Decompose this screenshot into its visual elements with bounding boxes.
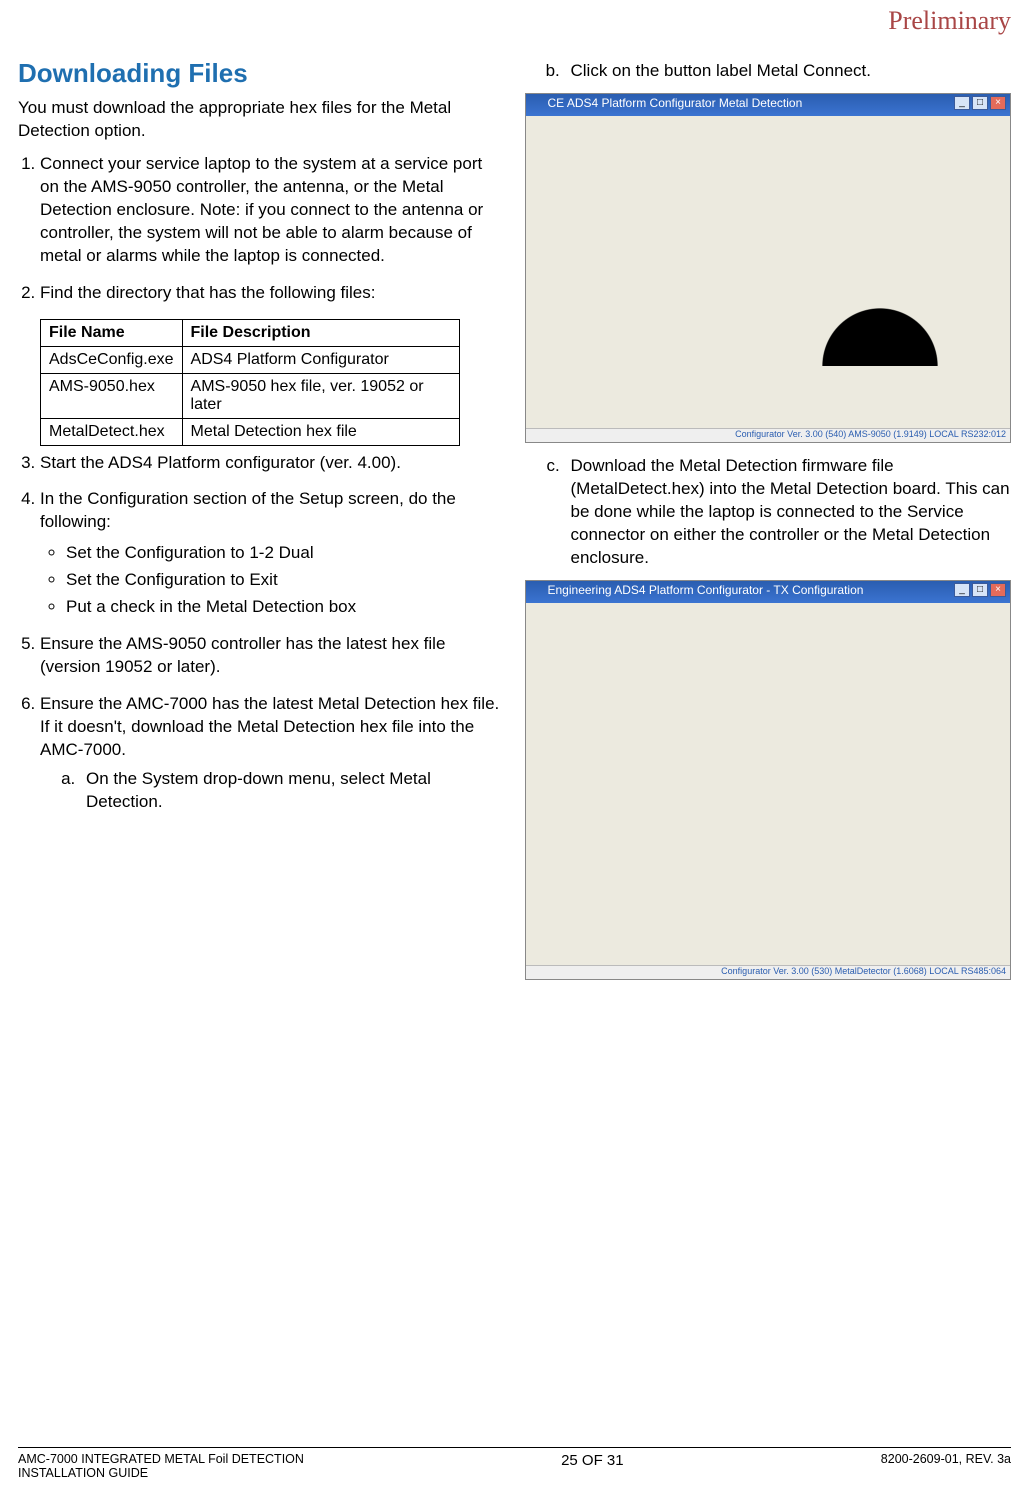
step-2-text: Find the directory that has the followin… — [40, 283, 375, 302]
close-icon: × — [990, 583, 1006, 597]
watermark-text: Preliminary — [888, 6, 1011, 36]
left-column: Downloading Files You must download the … — [18, 54, 505, 1447]
window-body — [526, 603, 1011, 965]
page-footer: AMC-7000 INTEGRATED METAL Foil DETECTION… — [18, 1447, 1011, 1480]
table-header-row: File Name File Description — [41, 319, 460, 346]
step-6a: On the System drop-down menu, select Met… — [80, 768, 505, 814]
step-6-sublist: On the System drop-down menu, select Met… — [40, 768, 505, 814]
step-4-bullets: Set the Configuration to 1-2 Dual Set th… — [40, 542, 505, 619]
step-4-text: In the Configuration section of the Setu… — [40, 489, 456, 531]
window-buttons: _ □ × — [954, 583, 1006, 597]
intro-paragraph: You must download the appropriate hex fi… — [18, 97, 505, 143]
col-header-filedesc: File Description — [182, 319, 459, 346]
minimize-icon: _ — [954, 583, 970, 597]
cell-filedesc: AMS-9050 hex file, ver. 19052 or later — [182, 373, 459, 418]
step-list: Connect your service laptop to the syste… — [18, 153, 505, 305]
bullet-item: Set the Configuration to 1-2 Dual — [66, 542, 505, 565]
step-1: Connect your service laptop to the syste… — [40, 153, 505, 268]
step-4: In the Configuration section of the Setu… — [40, 488, 505, 619]
cell-filedesc: ADS4 Platform Configurator — [182, 346, 459, 373]
content-columns: Downloading Files You must download the … — [18, 54, 1011, 1447]
step-2: Find the directory that has the followin… — [40, 282, 505, 305]
section-heading: Downloading Files — [18, 58, 505, 89]
table-row: MetalDetect.hex Metal Detection hex file — [41, 418, 460, 445]
window-body — [526, 116, 1011, 428]
screenshot-tx-configuration: Engineering ADS4 Platform Configurator -… — [525, 580, 1012, 980]
temperature-gauge-icon — [820, 296, 940, 366]
bullet-item: Set the Configuration to Exit — [66, 569, 505, 592]
step-6c: Download the Metal Detection firmware fi… — [565, 455, 1012, 570]
footer-page-number: 25 OF 31 — [304, 1452, 881, 1469]
cell-filename: AMS-9050.hex — [41, 373, 183, 418]
table-row: AdsCeConfig.exe ADS4 Platform Configurat… — [41, 346, 460, 373]
cell-filename: AdsCeConfig.exe — [41, 346, 183, 373]
footer-right: 8200-2609-01, REV. 3a — [881, 1452, 1011, 1466]
step-6-text: Ensure the AMC-7000 has the latest Metal… — [40, 694, 499, 759]
footer-left: AMC-7000 INTEGRATED METAL Foil DETECTION… — [18, 1452, 304, 1480]
step-list-cont: Start the ADS4 Platform configurator (ve… — [18, 452, 505, 814]
step-6-sublist-right: Click on the button label Metal Connect. — [525, 60, 1012, 83]
col-header-filename: File Name — [41, 319, 183, 346]
page: Preliminary Downloading Files You must d… — [0, 0, 1029, 1492]
status-bar: Configurator Ver. 3.00 (530) MetalDetect… — [526, 965, 1011, 979]
window-title: CE ADS4 Platform Configurator Metal Dete… — [548, 96, 803, 110]
window-title: Engineering ADS4 Platform Configurator -… — [548, 583, 864, 597]
bullet-item: Put a check in the Metal Detection box — [66, 596, 505, 619]
close-icon: × — [990, 96, 1006, 110]
step-6-sublist-right2: Download the Metal Detection firmware fi… — [525, 455, 1012, 570]
right-column: Click on the button label Metal Connect.… — [525, 54, 1012, 1447]
step-6: Ensure the AMC-7000 has the latest Metal… — [40, 693, 505, 814]
table-row: AMS-9050.hex AMS-9050 hex file, ver. 190… — [41, 373, 460, 418]
window-buttons: _ □ × — [954, 96, 1006, 110]
step-5: Ensure the AMS-9050 controller has the l… — [40, 633, 505, 679]
cell-filename: MetalDetect.hex — [41, 418, 183, 445]
cell-filedesc: Metal Detection hex file — [182, 418, 459, 445]
maximize-icon: □ — [972, 96, 988, 110]
step-3: Start the ADS4 Platform configurator (ve… — [40, 452, 505, 475]
file-table: File Name File Description AdsCeConfig.e… — [40, 319, 460, 446]
status-bar: Configurator Ver. 3.00 (540) AMS-9050 (1… — [526, 428, 1011, 442]
screenshot-metal-detection: CE ADS4 Platform Configurator Metal Dete… — [525, 93, 1012, 443]
minimize-icon: _ — [954, 96, 970, 110]
step-6b: Click on the button label Metal Connect. — [565, 60, 1012, 83]
maximize-icon: □ — [972, 583, 988, 597]
